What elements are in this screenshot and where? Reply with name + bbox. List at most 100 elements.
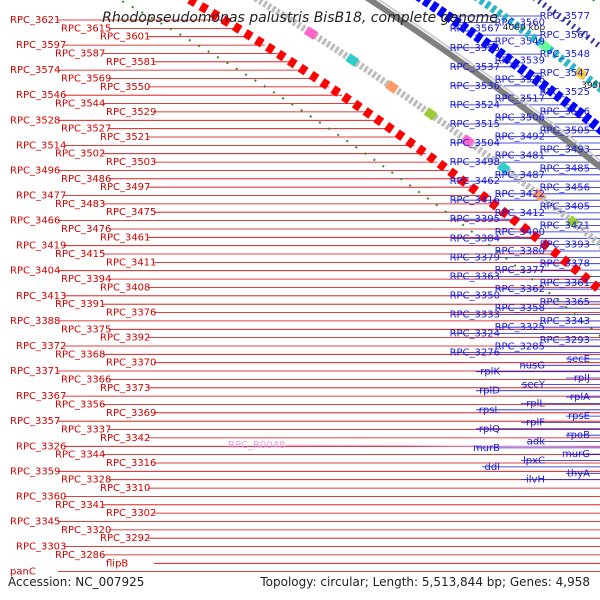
right-gene-label: RPC_3276	[450, 348, 500, 359]
left-gene-label: RPC_3345	[10, 517, 60, 528]
left-gene-label: RPC_3461	[100, 232, 150, 243]
left-gene-label: RPC_3404	[10, 266, 60, 277]
right-gene-label: RPC_3384	[450, 233, 500, 244]
right-gene-label: RPC_3350	[450, 291, 500, 302]
right-gene-label: RPC_3505	[540, 125, 590, 136]
right-gene-label: thyA	[567, 468, 590, 479]
left-gene-label: RPC_3369	[106, 408, 156, 419]
forward-cds-track	[181, 0, 600, 296]
right-gene-label: RPC_3324	[450, 329, 500, 340]
left-gene-label: RPC_3310	[100, 483, 150, 494]
right-gene-label: RPC_3412	[495, 208, 545, 219]
accession-text: Accession: NC_007925	[8, 575, 144, 589]
right-gene-label: ddl	[485, 462, 500, 473]
left-gene-label: RPC_3503	[106, 157, 156, 168]
right-gene-label: RPC_3421	[540, 221, 590, 232]
left-gene-label: RPC_3328	[61, 475, 111, 486]
left-gene-label: RPC_3368	[55, 349, 105, 360]
right-gene-label: rplK	[480, 367, 500, 378]
left-gene-label: RPC_3370	[106, 358, 156, 369]
left-gene-label: RPC_3483	[55, 199, 105, 210]
right-gene-label: RPC_3577	[540, 11, 590, 22]
feature-block	[566, 215, 580, 229]
left-gene-label: RPC_3486	[61, 174, 111, 185]
feature-block	[574, 66, 588, 81]
right-gene-label: rplQ	[479, 424, 500, 435]
feature-block	[461, 134, 475, 148]
left-gene-label: RPC_3597	[16, 40, 66, 51]
left-gene-label: RPC_3419	[16, 241, 66, 252]
left-gene-label: RPC_3527	[61, 124, 111, 135]
left-gene-label: RPC_3367	[16, 391, 66, 402]
backbone-ring	[364, 0, 600, 171]
left-gene-label: RPC_3615	[61, 23, 111, 34]
left-gene-label: RPC_3544	[55, 99, 105, 110]
right-gene-label: RPC_3362	[495, 284, 545, 295]
right-gene-label: RPC_3561	[540, 30, 590, 41]
left-gene-label: RPC_3392	[100, 333, 150, 344]
right-gene-label: secY	[522, 379, 546, 390]
genome-backbone	[364, 0, 600, 171]
left-gene-label: RPC_3371	[10, 366, 60, 377]
feature-block	[385, 80, 399, 94]
right-gene-label: rpsL	[479, 405, 501, 416]
left-gene-label: RPC_3528	[10, 115, 60, 126]
left-gene-label: RPC_3356	[55, 400, 105, 411]
rna-connector	[285, 444, 600, 448]
left-gene-label: RPC_3375	[61, 324, 111, 335]
right-gene-label: RPC_3485	[540, 163, 590, 174]
right-gene-label: RPC_3560	[495, 17, 545, 28]
left-gene-label: RPC_3366	[61, 374, 111, 385]
left-gene-label: RPC_3360	[16, 491, 66, 502]
left-gene-label: RPC_3316	[106, 458, 156, 469]
right-gene-label: RPC_3380	[495, 246, 545, 257]
right-gene-label: lpxC	[523, 456, 545, 467]
right-gene-label: RPC_3293	[540, 335, 590, 346]
right-gene-label: rpoB	[567, 430, 591, 441]
right-gene-label: murG	[562, 449, 590, 460]
left-gene-label: RPC_3574	[10, 65, 60, 76]
left-gene-label: RPC_3529	[106, 107, 156, 118]
right-gene-label: RPC_3547	[540, 68, 590, 79]
left-gene-label: RPC_3303	[16, 542, 66, 553]
right-gene-label: RPC_3515	[450, 119, 500, 130]
right-gene-label: ilvH	[526, 475, 545, 486]
right-gene-label: RPC_3555	[450, 43, 500, 54]
right-gene-label: rplJ	[574, 373, 590, 384]
right-gene-label: RPC_3549	[495, 36, 545, 47]
kbp-marker: 3950 kbp	[581, 81, 600, 91]
right-gene-label: RPC_3537	[450, 62, 500, 73]
kbp-marker: 4000 kbp	[503, 23, 546, 33]
left-gene-label: RPC_3344	[55, 450, 105, 461]
left-gene-label: RPC_3466	[10, 216, 60, 227]
right-gene-label: RPC_3416	[450, 195, 500, 206]
feature-block	[532, 188, 546, 202]
right-gene-label: RPC_3525	[540, 87, 590, 98]
reverse-cds-track	[415, 0, 600, 136]
right-gene-label: RPC_3343	[540, 316, 590, 327]
left-gene-label: RPC_3388	[10, 316, 60, 327]
left-gene-label: panC	[10, 567, 36, 578]
right-gene-label: RPC_3400	[495, 227, 545, 238]
right-gene-label: secE	[567, 354, 590, 365]
left-gene-label: RPC_3341	[55, 500, 105, 511]
left-gene-label: RPC_3415	[55, 249, 105, 260]
right-gene-label: RPC_3365	[540, 297, 590, 308]
right-gene-label: RPC_3536	[450, 81, 500, 92]
left-gene-label: RPC_3621	[10, 15, 60, 26]
right-gene-label: RPC_3377	[495, 265, 545, 276]
left-gene-label: RPC_3475	[106, 207, 156, 218]
right-gene-label: RPC_3481	[495, 151, 545, 162]
right-gene-label: RPC_3492	[495, 132, 545, 143]
right-gene-label: RPC_3333	[450, 310, 500, 321]
right-gene-label: RPC_3325	[495, 322, 545, 333]
right-gene-label: RPC_3539	[495, 56, 545, 67]
gc-skew-outer-track	[117, 0, 600, 338]
left-gene-label: RPC_3413	[16, 291, 66, 302]
right-gene-label: RPC_3395	[450, 214, 500, 225]
right-gene-label: RPC_3422	[495, 189, 545, 200]
right-gene-label: rpsE	[568, 411, 590, 422]
right-gene-label: RPC_3393	[540, 240, 590, 251]
feature-block	[497, 161, 511, 175]
